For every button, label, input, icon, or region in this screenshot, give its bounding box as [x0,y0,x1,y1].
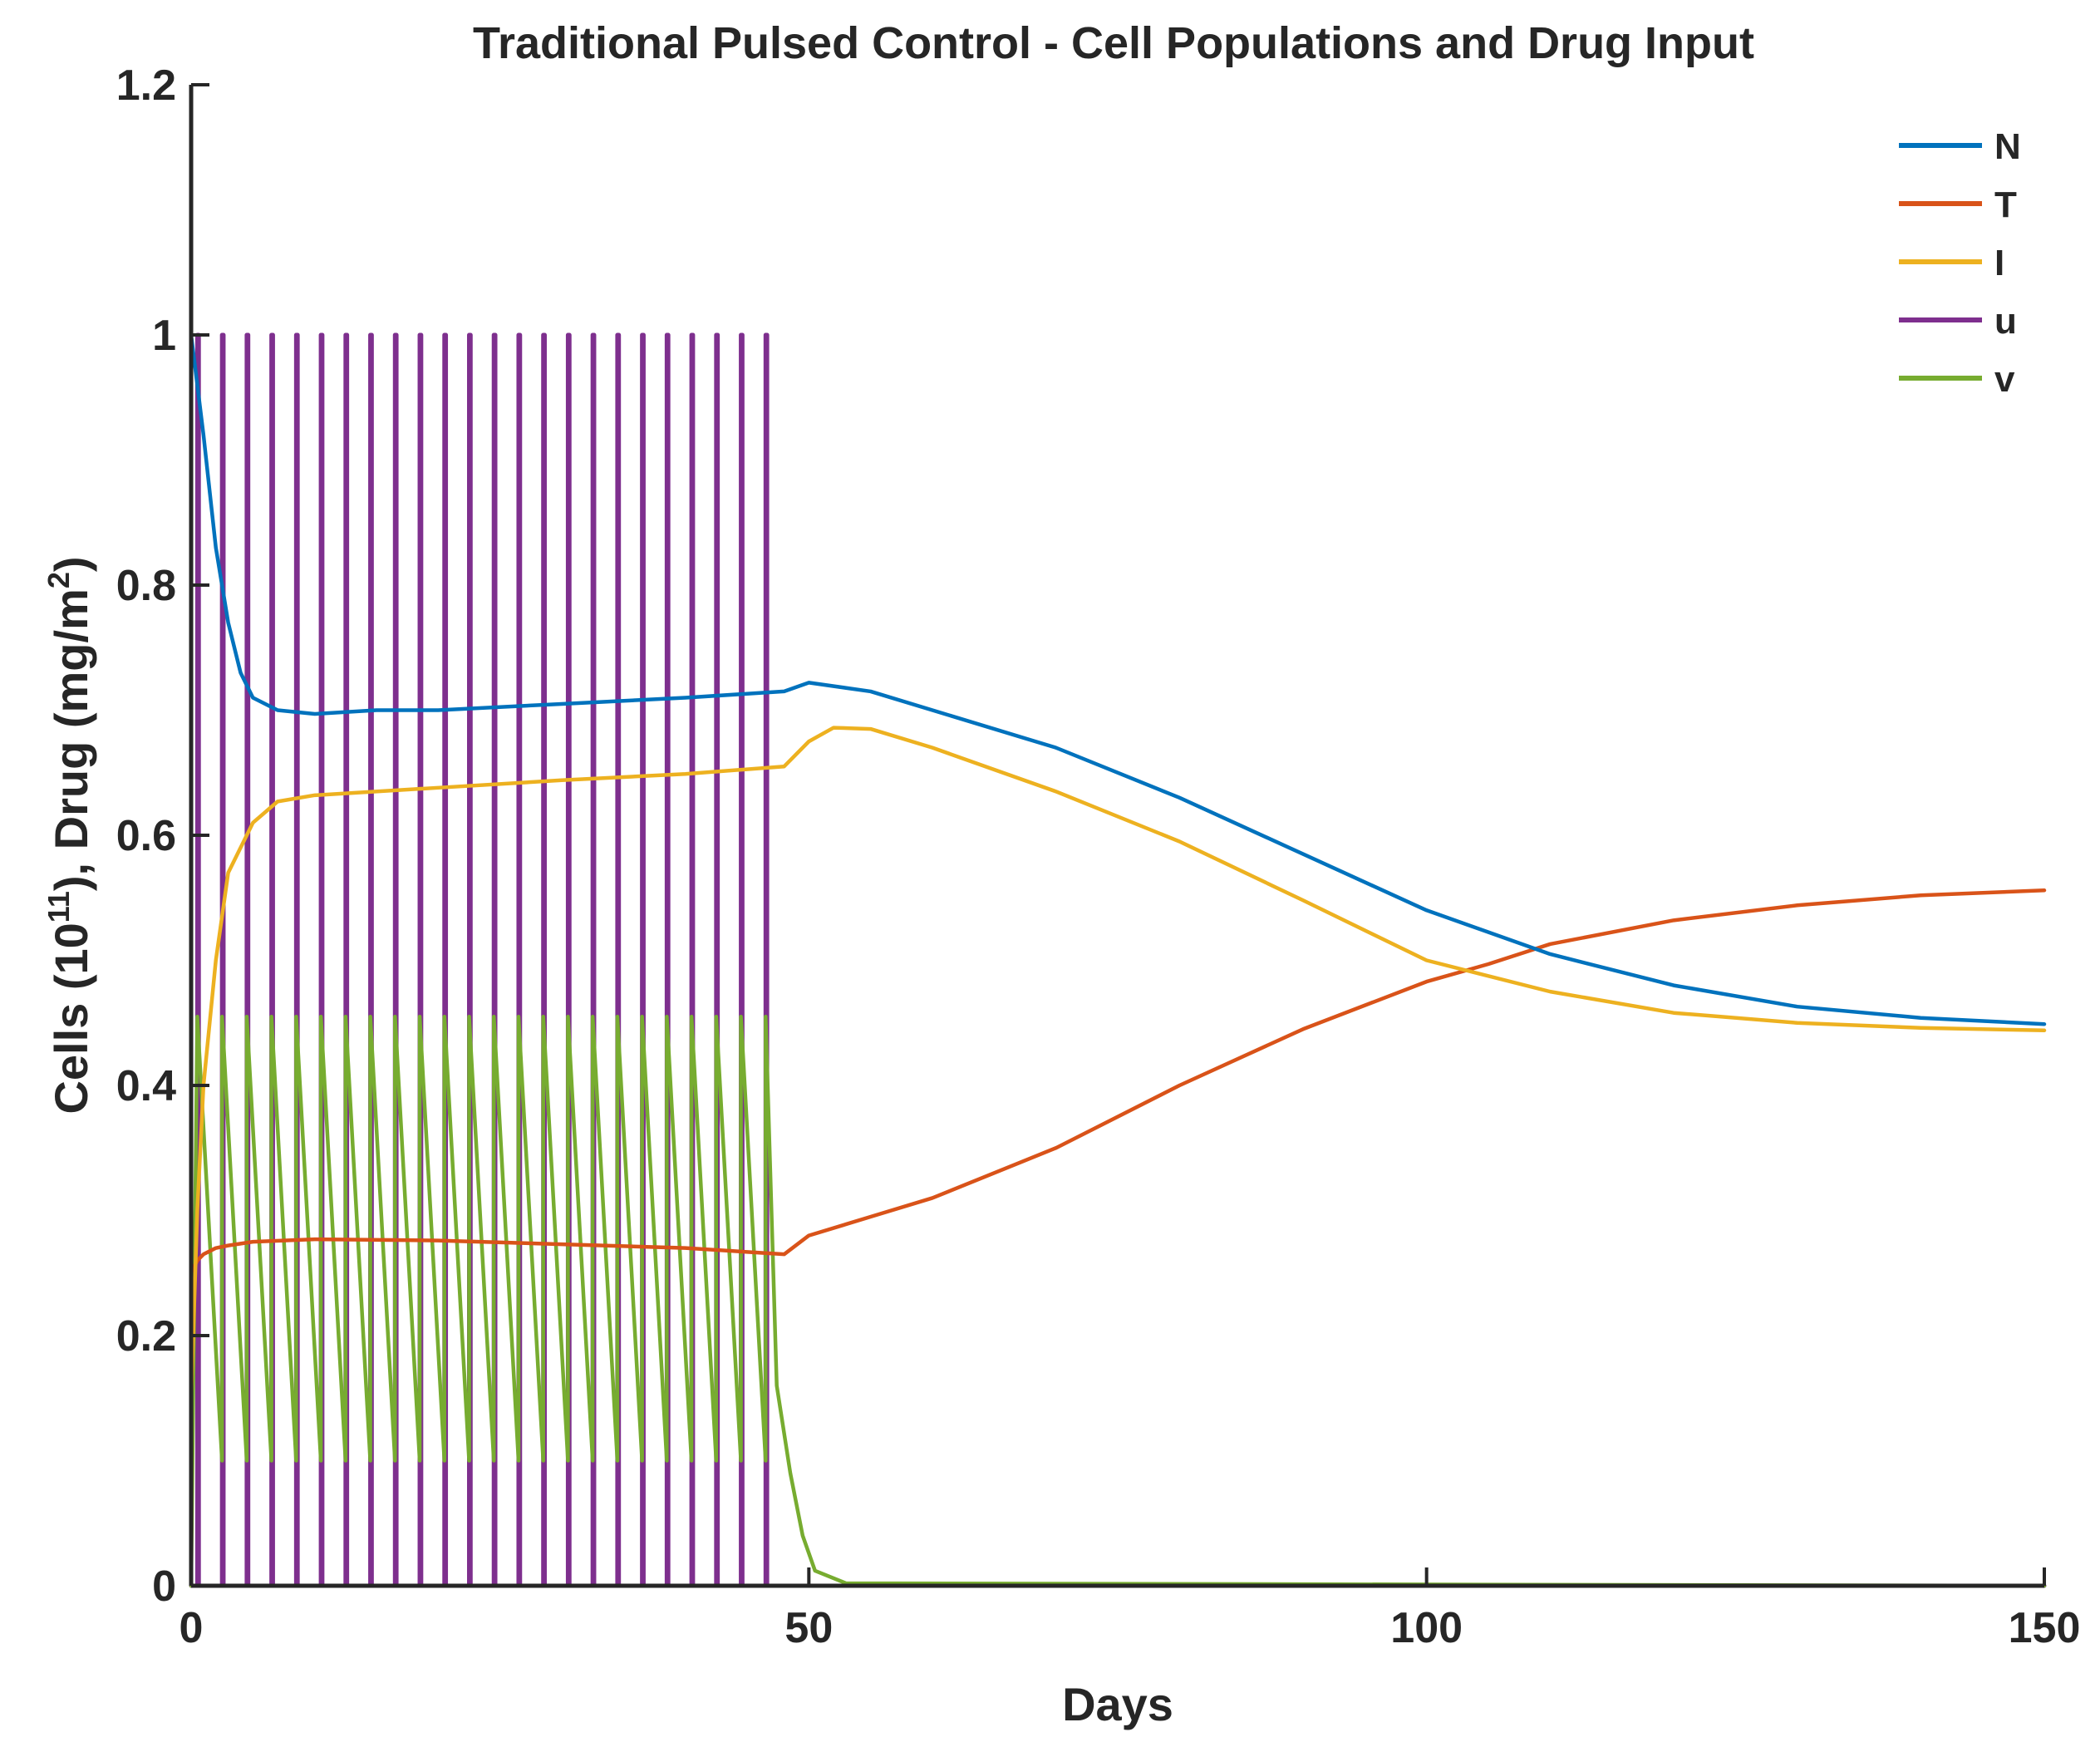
legend-label-u: u [1994,301,2017,342]
chart-title: Traditional Pulsed Control - Cell Popula… [473,18,1754,68]
y-tick-label: 0.2 [116,1312,176,1361]
plot-area: 0 0.2 0.4 0.6 0.8 1 1.2 0 50 100 150 [116,62,2081,1652]
series-line-v [189,1014,2047,1588]
series-line-T [189,888,2047,1275]
y-tick-label: 0.8 [116,562,176,610]
y-tick-label: 0.4 [116,1062,176,1110]
tick-layer: 0 0.2 0.4 0.6 0.8 1 1.2 0 50 100 150 [116,62,2081,1652]
y-axis-label: Cells (1011), Drug (mg/m2) [42,556,97,1114]
y-tick-label: 1 [152,312,176,360]
legend-label-I: I [1994,243,2004,283]
y-tick-label: 0 [152,1562,176,1611]
y-tick-label: 0.6 [116,812,176,860]
y-axis-label-suffix: ) [45,556,97,572]
x-tick-label: 0 [180,1604,204,1652]
y-axis-label-sup2: 2 [42,572,76,588]
series-line-I [189,726,2047,1400]
x-tick-label: 150 [2009,1604,2081,1652]
y-axis-label-prefix: Cells (10 [45,923,97,1114]
legend-label-N: N [1994,126,2021,167]
y-axis-label-middle: ), Drug (mg/m [45,588,97,891]
x-tick-label: 50 [784,1604,833,1652]
legend-label-T: T [1994,185,2017,225]
x-tick-label: 100 [1390,1604,1463,1652]
y-axis-label-sup1: 11 [42,891,76,923]
series-line-N [189,332,2047,1026]
legend-label-v: v [1994,359,2015,400]
y-tick-label: 1.2 [116,62,176,110]
x-axis-label: Days [1062,1678,1173,1730]
